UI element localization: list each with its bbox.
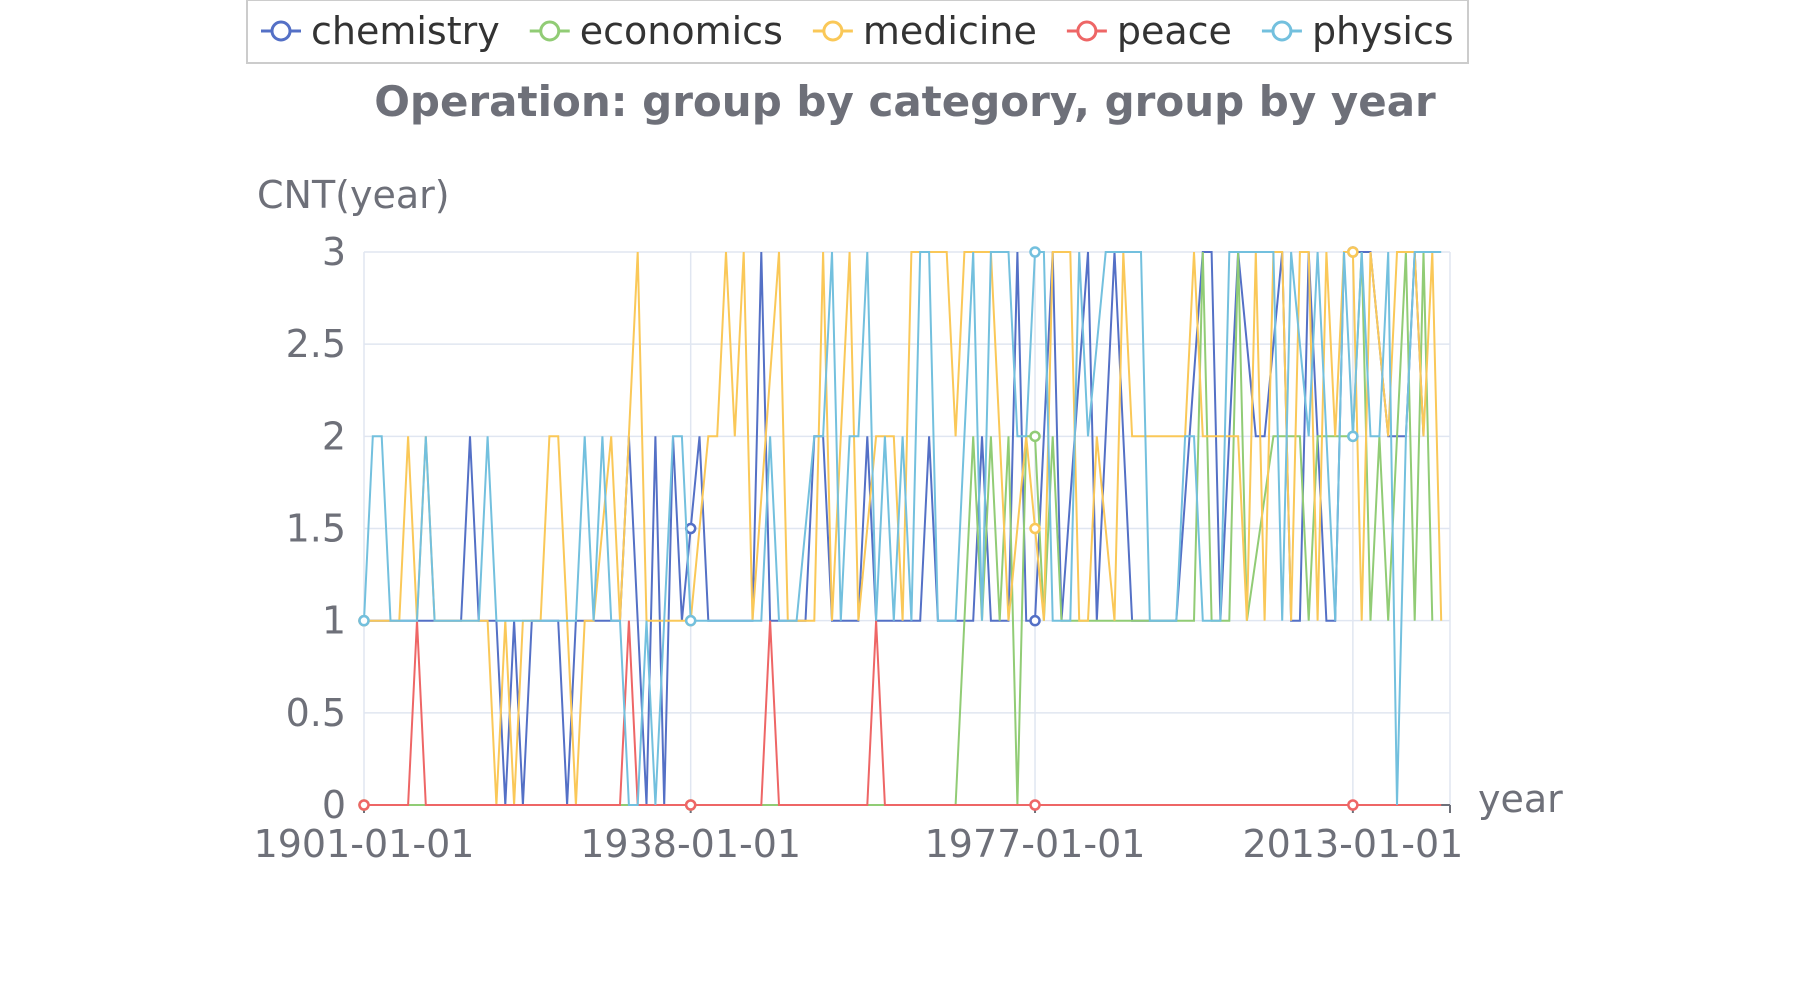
y-axis-ticks: 0 0.5 1 1.5 2 2.5 3 — [286, 230, 346, 827]
point-chemistry[interactable] — [684, 522, 697, 535]
legend-label: peace — [1117, 9, 1232, 53]
legend: chemistry economics medicine peace physics — [246, 0, 1469, 64]
y-tick-label: 2.5 — [286, 322, 346, 366]
legend-label: physics — [1312, 9, 1454, 53]
point-economics[interactable] — [1029, 430, 1041, 443]
x-tick-label: 1901-01-01 — [254, 822, 475, 866]
series-layer — [358, 246, 1443, 811]
y-axis-label: CNT(year) — [257, 173, 450, 217]
legend-marker-icon — [539, 20, 561, 42]
y-tick-label: 1.5 — [286, 507, 346, 551]
legend-item-economics[interactable]: economics — [529, 9, 783, 53]
legend-marker-icon — [270, 20, 292, 42]
x-tick-label: 2013-01-01 — [1242, 822, 1463, 866]
point-physics[interactable] — [1029, 246, 1041, 258]
legend-label: medicine — [863, 9, 1037, 53]
legend-item-peace[interactable]: peace — [1066, 9, 1232, 53]
point-medicine[interactable] — [1347, 246, 1359, 258]
series-line-medicine — [364, 251, 1443, 806]
y-tick-label: 3 — [322, 230, 346, 274]
series-physics — [358, 246, 1442, 806]
legend-item-physics[interactable]: physics — [1261, 9, 1454, 53]
series-chemistry — [358, 246, 1425, 806]
legend-label: economics — [580, 9, 783, 53]
y-tick-label: 1 — [322, 599, 346, 643]
legend-label: chemistry — [311, 9, 500, 53]
x-axis-ticks: 1901-01-01 1938-01-01 1977-01-01 2013-01-01 — [254, 804, 1463, 866]
series-peace — [358, 620, 1442, 811]
point-chemistry[interactable] — [1029, 614, 1041, 627]
y-tick-label: 0 — [322, 783, 346, 827]
point-peace[interactable] — [684, 799, 697, 811]
legend-item-medicine[interactable]: medicine — [812, 9, 1037, 53]
legend-marker-icon — [1271, 20, 1293, 42]
legend-marker-icon — [1076, 20, 1098, 42]
point-peace[interactable] — [1029, 799, 1041, 811]
series-line-physics — [363, 251, 1442, 806]
point-physics[interactable] — [358, 614, 370, 627]
point-physics[interactable] — [684, 614, 697, 627]
legend-marker-icon — [822, 20, 844, 42]
point-medicine[interactable] — [1029, 522, 1041, 535]
x-tick-label: 1938-01-01 — [580, 822, 801, 866]
legend-item-chemistry[interactable]: chemistry — [261, 9, 500, 53]
series-line-peace — [364, 620, 1442, 806]
point-physics[interactable] — [1347, 430, 1359, 443]
x-axis-label: year — [1478, 777, 1563, 821]
series-line-economics — [364, 251, 1434, 806]
series-medicine — [358, 246, 1443, 806]
y-tick-label: 2 — [322, 414, 346, 458]
x-tick-label: 1977-01-01 — [925, 822, 1146, 866]
y-tick-label: 0.5 — [286, 691, 346, 735]
point-peace[interactable] — [1347, 799, 1359, 811]
chart-title: Operation: group by category, group by y… — [374, 77, 1436, 126]
point-peace[interactable] — [358, 799, 370, 811]
